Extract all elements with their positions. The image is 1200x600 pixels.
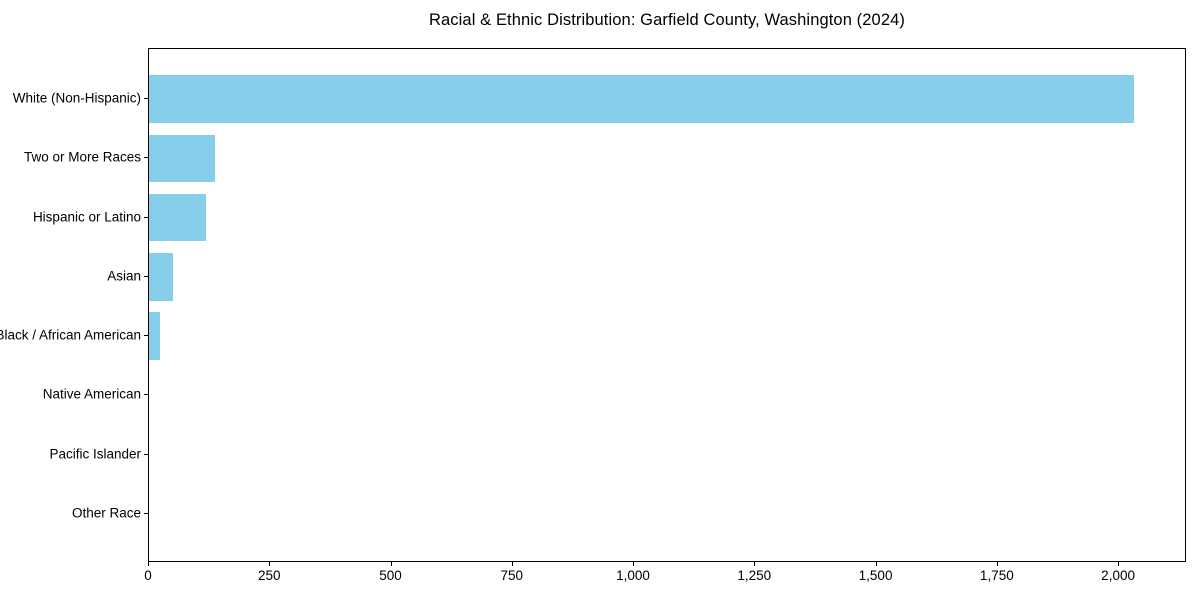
x-tick-label-750: 750 bbox=[500, 568, 524, 583]
x-tick-label-1250: 1,250 bbox=[737, 568, 772, 583]
x-tick-label-0: 0 bbox=[144, 568, 152, 583]
y-tick-mark bbox=[144, 216, 148, 218]
x-tick-label-1750: 1,750 bbox=[979, 568, 1014, 583]
x-tick-mark bbox=[633, 561, 635, 566]
y-tick-mark bbox=[144, 394, 148, 396]
bar-asian bbox=[149, 253, 173, 301]
bar-hispanic-or-latino bbox=[149, 193, 206, 242]
bar-white-non-hispanic bbox=[149, 75, 1134, 123]
y-tick-label-hispanic-or-latino: Hispanic or Latino bbox=[32, 208, 141, 224]
y-tick-label-black-african-american: Black / African American bbox=[0, 327, 141, 343]
x-tick-mark bbox=[875, 561, 877, 566]
x-tick-mark bbox=[1118, 561, 1120, 566]
chart-title: Racial & Ethnic Distribution: Garfield C… bbox=[429, 11, 905, 29]
x-tick-label-2000: 2,000 bbox=[1101, 568, 1135, 583]
x-tick-mark bbox=[390, 561, 392, 566]
y-tick-mark bbox=[144, 98, 148, 99]
y-tick-mark bbox=[144, 513, 148, 514]
plot-area bbox=[148, 48, 1186, 562]
y-tick-label-white-non-hispanic: White (Non-Hispanic) bbox=[12, 90, 141, 106]
x-tick-mark bbox=[996, 561, 998, 566]
x-tick-mark bbox=[511, 561, 513, 566]
bar-two-or-more-races bbox=[149, 134, 215, 182]
x-tick-mark bbox=[269, 561, 271, 566]
x-tick-label-500: 500 bbox=[379, 568, 402, 583]
y-tick-label-pacific-islander: Pacific Islander bbox=[49, 445, 141, 461]
y-tick-label-asian: Asian bbox=[107, 268, 141, 284]
bar-black-african-american bbox=[149, 312, 161, 360]
y-tick-mark bbox=[144, 335, 148, 337]
x-tick-mark bbox=[754, 561, 756, 566]
x-tick-mark bbox=[148, 561, 149, 566]
y-tick-label-native-american: Native American bbox=[42, 386, 141, 402]
y-tick-label-two-or-more-races: Two or More Races bbox=[23, 149, 141, 165]
y-tick-mark bbox=[144, 157, 148, 159]
y-tick-mark bbox=[144, 275, 148, 277]
x-tick-label-1000: 1,000 bbox=[616, 568, 650, 583]
x-tick-label-1500: 1,500 bbox=[858, 568, 893, 583]
y-tick-mark bbox=[144, 453, 148, 455]
x-tick-label-250: 250 bbox=[257, 568, 281, 583]
y-tick-label-other-race: Other Race bbox=[71, 505, 141, 521]
